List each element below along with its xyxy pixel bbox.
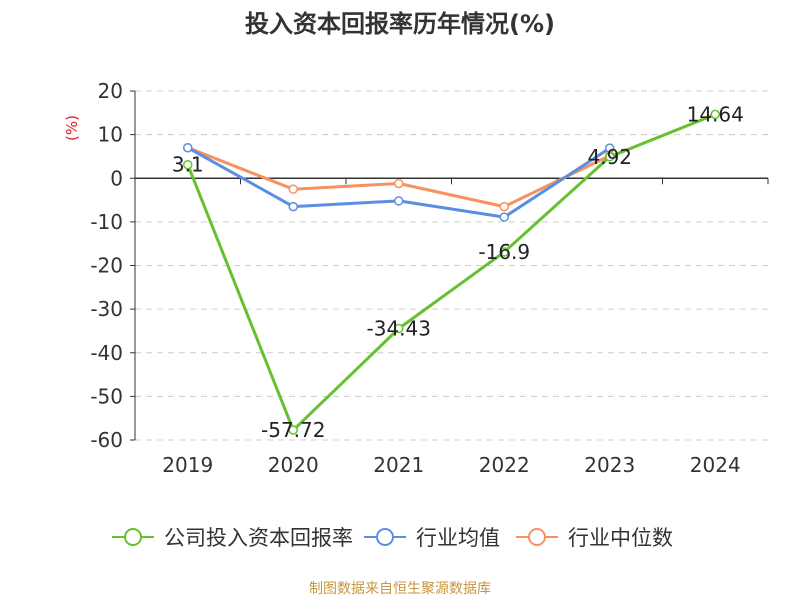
data-point [288, 184, 298, 194]
data-point [499, 247, 509, 257]
data-point [288, 425, 298, 435]
x-tick-label: 2021 [373, 453, 424, 477]
data-point [183, 142, 193, 153]
y-tick-label: 10 [98, 123, 123, 147]
chart-title: 投入资本回报率历年情况(%) [245, 10, 555, 38]
legend-swatch-marker [124, 528, 142, 546]
data-point [499, 212, 509, 222]
data-label: 14.64 [687, 102, 744, 126]
data-label: -34.43 [367, 316, 431, 340]
x-tick-label: 2020 [268, 453, 319, 477]
y-tick-label: 20 [98, 79, 123, 103]
data-point [499, 201, 509, 212]
y-tick-label: -50 [90, 384, 123, 408]
x-tick-label: 2022 [479, 453, 530, 477]
data-label: -57.72 [261, 418, 325, 442]
data-label: 3.1 [172, 153, 204, 177]
y-tick-label: 0 [110, 166, 123, 190]
data-point [394, 196, 404, 206]
y-tick-label: -40 [90, 341, 123, 365]
data-label: 4.92 [587, 145, 632, 169]
data-point [183, 159, 193, 170]
legend-swatch-marker [376, 528, 394, 546]
data-label: -16.9 [478, 240, 530, 264]
data-point [710, 109, 720, 120]
y-tick-label: -60 [90, 428, 123, 452]
data-point [394, 178, 404, 189]
legend-label: 公司投入资本回报率 [164, 526, 353, 550]
data-point [394, 323, 404, 334]
data-point [288, 201, 298, 212]
series-line [186, 113, 716, 432]
data-source-note: 制图数据来自恒生聚源数据库 [309, 581, 491, 597]
legend-label: 行业均值 [416, 526, 500, 550]
y-tick-label: -20 [90, 254, 123, 278]
y-tick-label: -10 [90, 210, 123, 234]
y-tick-label: -30 [90, 297, 123, 321]
x-tick-label: 2019 [162, 453, 213, 477]
y-axis-unit-label: (%) [63, 115, 81, 141]
data-point [605, 152, 615, 162]
legend-label: 行业中位数 [568, 526, 673, 550]
legend-swatch-marker [528, 528, 546, 546]
x-tick-label: 2023 [584, 453, 635, 477]
x-tick-label: 2024 [690, 453, 741, 477]
